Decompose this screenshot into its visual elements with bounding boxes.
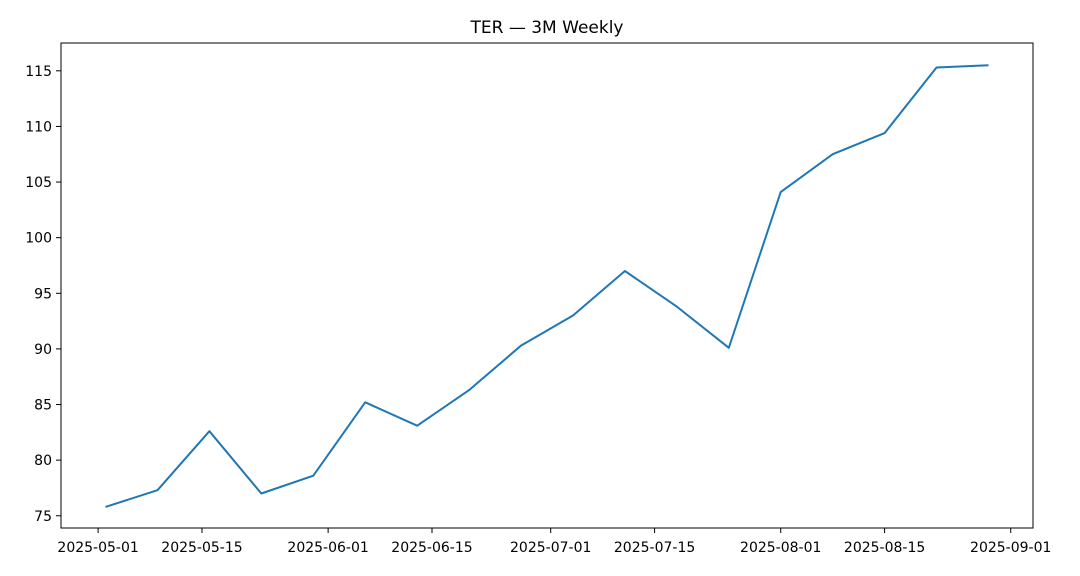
y-tick-label: 90 [34, 342, 52, 358]
x-tick-label: 2025-08-01 [740, 540, 821, 556]
plot-frame [60, 42, 1034, 529]
y-tick-label: 80 [34, 453, 52, 469]
plot-area [105, 64, 989, 508]
y-tick-label: 75 [34, 509, 52, 525]
y-tick-label: 85 [34, 398, 52, 414]
x-tick-label: 2025-06-01 [287, 540, 368, 556]
x-tick-label: 2025-08-15 [844, 540, 925, 556]
y-tick-label: 115 [25, 64, 52, 80]
x-tick-label: 2025-05-15 [161, 540, 242, 556]
x-tick-label: 2025-07-15 [614, 540, 695, 556]
y-tick-label: 110 [25, 119, 52, 135]
chart-title: TER — 3M Weekly [470, 18, 624, 38]
y-tick-label: 105 [25, 175, 52, 191]
y-axis: 75 80 85 90 95 100 105 110 115 [25, 64, 61, 525]
x-axis: 2025-05-01 2025-05-15 2025-06-01 2025-06-15… [57, 528, 1051, 556]
x-tick-label: 2025-07-01 [510, 540, 591, 556]
x-tick-label: 2025-06-15 [391, 540, 472, 556]
y-tick-label: 95 [34, 286, 52, 302]
y-tick-label: 100 [25, 231, 52, 247]
x-tick-label: 2025-05-01 [57, 540, 138, 556]
series-line [105, 64, 989, 508]
x-tick-label: 2025-09-01 [970, 540, 1051, 556]
